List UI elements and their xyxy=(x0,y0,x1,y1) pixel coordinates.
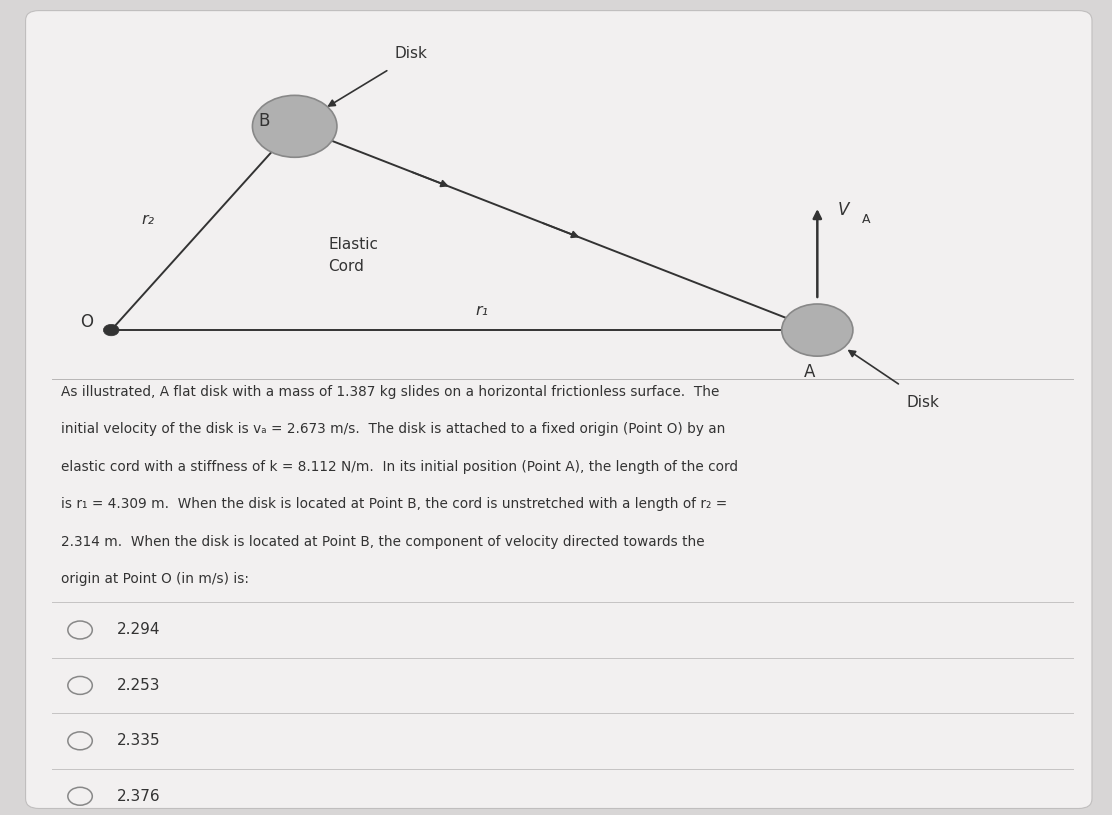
Text: 2.376: 2.376 xyxy=(117,789,160,804)
Text: origin at Point O (in m/s) is:: origin at Point O (in m/s) is: xyxy=(61,572,249,586)
FancyBboxPatch shape xyxy=(26,11,1092,808)
Text: As illustrated, A flat disk with a mass of 1.387 kg slides on a horizontal frict: As illustrated, A flat disk with a mass … xyxy=(61,385,719,399)
Text: O: O xyxy=(80,313,93,331)
Text: is r₁ = 4.309 m.  When the disk is located at Point B, the cord is unstretched w: is r₁ = 4.309 m. When the disk is locate… xyxy=(61,497,727,511)
Text: initial velocity of the disk is vₐ = 2.673 m/s.  The disk is attached to a fixed: initial velocity of the disk is vₐ = 2.6… xyxy=(61,422,725,436)
Circle shape xyxy=(782,304,853,356)
Text: Disk: Disk xyxy=(395,46,428,61)
Text: A: A xyxy=(862,213,871,226)
Text: Cord: Cord xyxy=(328,258,364,274)
Text: B: B xyxy=(258,112,269,130)
Circle shape xyxy=(252,95,337,157)
Text: elastic cord with a stiffness of k = 8.112 N/m.  In its initial position (Point : elastic cord with a stiffness of k = 8.1… xyxy=(61,460,738,474)
Text: Disk: Disk xyxy=(906,395,940,410)
Text: r₁: r₁ xyxy=(476,303,488,319)
Text: 2.314 m.  When the disk is located at Point B, the component of velocity directe: 2.314 m. When the disk is located at Poi… xyxy=(61,535,705,548)
Text: r₂: r₂ xyxy=(142,212,155,227)
Text: A: A xyxy=(804,363,815,381)
Text: 2.335: 2.335 xyxy=(117,734,160,748)
Text: V: V xyxy=(837,201,848,219)
Text: Elastic: Elastic xyxy=(328,236,378,252)
Circle shape xyxy=(103,324,119,336)
Text: 2.294: 2.294 xyxy=(117,623,160,637)
Text: 2.253: 2.253 xyxy=(117,678,160,693)
